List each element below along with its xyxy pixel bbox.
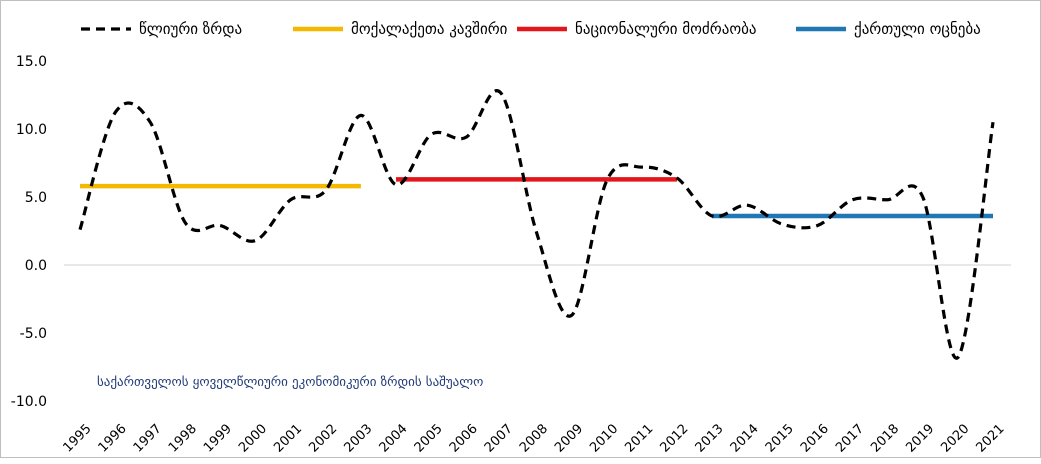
x-tick-label: 2000 (236, 422, 270, 456)
y-tick-label: -5.0 (20, 326, 47, 342)
y-tick-label: -10.0 (11, 394, 47, 410)
x-tick-label: 2015 (763, 422, 797, 456)
y-tick-label: 0.0 (25, 258, 47, 274)
chart-annotation: საქართველოს ყოველწლიური ეკონომიკური ზრდი… (97, 375, 483, 390)
x-tick-label: 1995 (61, 422, 95, 456)
legend-label: მოქალაქეთა კავშირი (351, 20, 508, 38)
legend-label: წლიური ზრდა (139, 20, 242, 38)
average-lines (80, 177, 993, 219)
x-tick-label: 1998 (166, 422, 200, 456)
y-tick-label: 10.0 (16, 122, 47, 138)
x-tick-label: 1999 (201, 422, 235, 456)
y-axis-ticks: 15.0 10.0 5.0 0.0 -5.0 -10.0 (11, 54, 47, 410)
x-tick-label: 2016 (798, 422, 832, 456)
x-tick-label: 2001 (271, 422, 305, 456)
x-tick-label: 2018 (868, 422, 902, 456)
x-tick-label: 2010 (587, 422, 621, 456)
x-tick-label: 2014 (728, 422, 762, 456)
x-tick-label: 2012 (657, 422, 691, 456)
legend-label: ნაციონალური მოძრაობა (575, 20, 757, 38)
x-tick-label: 2019 (903, 422, 937, 456)
series-line-annual-growth (78, 89, 995, 360)
x-tick-label: 2011 (622, 422, 656, 456)
x-tick-label: 2005 (412, 422, 446, 456)
x-tick-label: 2008 (517, 422, 551, 456)
x-tick-label: 1997 (131, 422, 165, 456)
x-tick-label: 2004 (377, 422, 411, 456)
legend: წლიური ზრდა მოქალაქეთა კავშირი ნაციონალური… (81, 20, 981, 38)
x-tick-label: 2021 (974, 422, 1008, 456)
x-tick-label: 1996 (96, 422, 130, 456)
x-tick-label: 2009 (552, 422, 586, 456)
x-tick-label: 2017 (833, 422, 867, 456)
y-tick-label: 5.0 (25, 190, 47, 206)
x-tick-label: 2003 (341, 422, 375, 456)
x-tick-label: 2013 (693, 422, 727, 456)
x-axis-ticks: 1995 1996 1997 1998 1999 2000 2001 2002 2003 2004… (61, 422, 1008, 456)
x-tick-label: 2020 (938, 422, 972, 456)
x-tick-label: 2002 (306, 422, 340, 456)
x-tick-label: 2006 (447, 422, 481, 456)
legend-label: ქართული ოცნება (854, 20, 981, 38)
x-tick-label: 2007 (482, 422, 516, 456)
y-tick-label: 15.0 (16, 54, 47, 70)
